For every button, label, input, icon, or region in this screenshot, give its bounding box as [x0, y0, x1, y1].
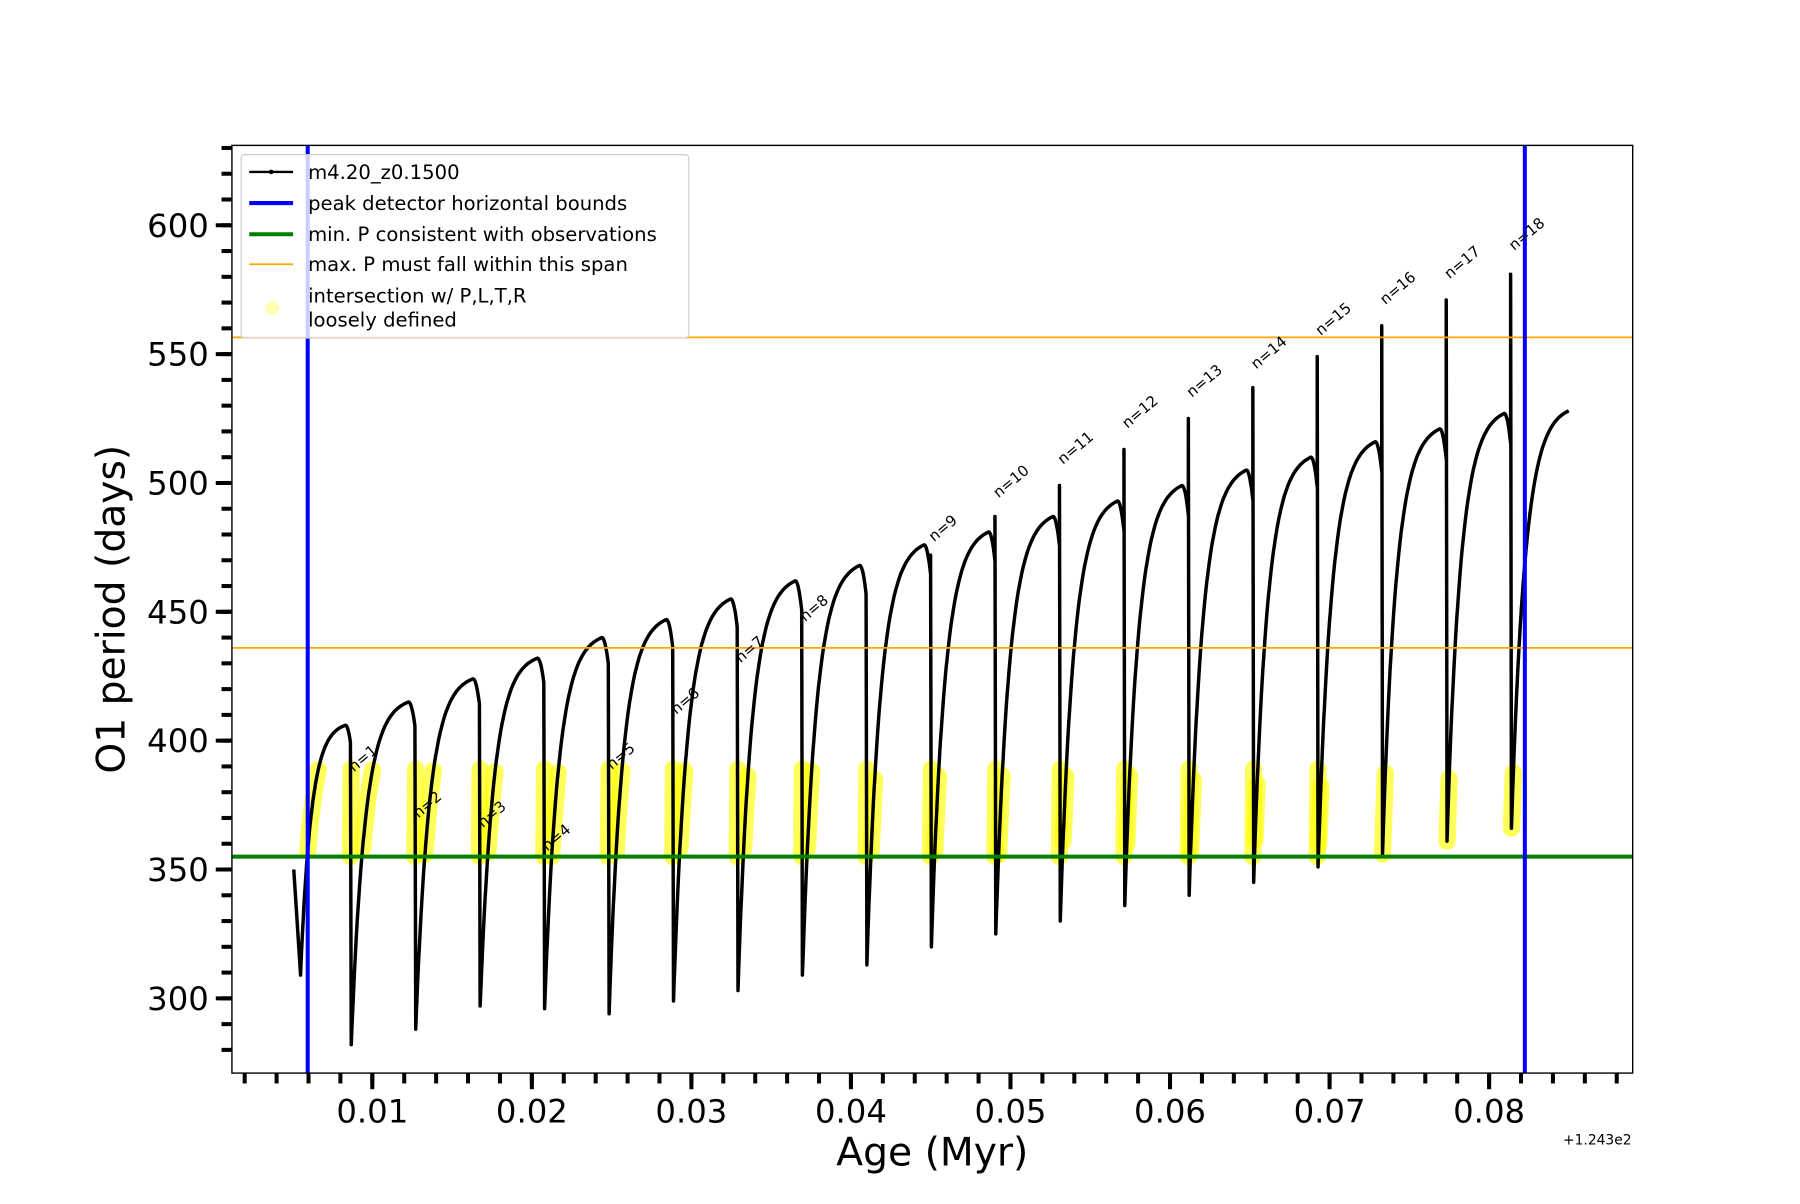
y-tick-label: 300 [147, 980, 209, 1018]
pulse-label: n=13 [1183, 361, 1226, 401]
y-axis-label: O1 period (days) [90, 445, 135, 774]
pulse-label: n=9 [925, 511, 961, 545]
axis-ticks: 0.01 0.02 0.03 0.04 0.05 0.06 0.07 0.08 300 350 40… [147, 145, 1619, 1131]
legend-label: m4.20_z0.1500 [308, 161, 459, 184]
legend-marker-circle [265, 301, 280, 315]
curve-layer [292, 272, 1570, 1047]
pulse-label: n=11 [1054, 428, 1097, 468]
y-tick-label: 400 [147, 722, 209, 760]
x-tick-label: 0.08 [1453, 1093, 1525, 1131]
x-tick-label: 0.05 [975, 1093, 1047, 1131]
x-tick-label: 0.04 [815, 1093, 887, 1131]
pulse-label: n=16 [1376, 268, 1419, 308]
x-offset-text: +1.243e2 [1563, 1133, 1631, 1149]
pulse-label: n=10 [989, 461, 1032, 501]
y-tick-label: 350 [147, 851, 209, 889]
series-line [292, 272, 1570, 1047]
y-tick-label: 500 [147, 465, 209, 503]
y-tick-label: 450 [147, 593, 209, 631]
legend-label: min. P consistent with observations [308, 223, 657, 246]
x-tick-label: 0.02 [496, 1093, 568, 1131]
x-tick-label: 0.03 [655, 1093, 727, 1131]
x-tick-label: 0.06 [1134, 1093, 1206, 1131]
pulse-label: n=15 [1312, 299, 1355, 339]
legend-box [240, 154, 690, 339]
x-axis-label: Age (Myr) [836, 1130, 1028, 1175]
pulse-label: n=12 [1118, 392, 1161, 432]
pulse-label: n=17 [1441, 242, 1484, 282]
legend-label: loosely defined [308, 309, 457, 332]
x-tick-label: 0.01 [336, 1093, 408, 1131]
legend-label: peak detector horizontal bounds [308, 192, 627, 215]
x-tick-label: 0.07 [1294, 1093, 1366, 1131]
legend-label: intersection w/ P,L,T,R [308, 284, 527, 307]
legend-marker-dot [268, 169, 274, 175]
y-tick-label: 600 [147, 207, 209, 245]
plot-frame [231, 144, 1634, 1074]
pulse-label: n=14 [1247, 332, 1290, 372]
legend-label: max. P must fall within this span [308, 253, 628, 276]
y-tick-label: 550 [147, 336, 209, 374]
